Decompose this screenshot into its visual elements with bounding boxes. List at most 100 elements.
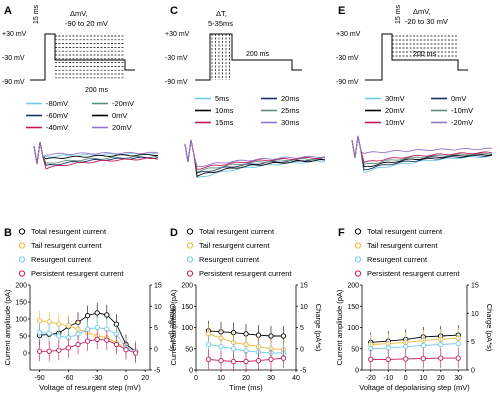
c-traces: [184, 139, 326, 179]
current-trace: [33, 141, 159, 166]
panel-a: A +30 mV -30 mV -90 mV 15 ms ΔmV, -90 to…: [2, 4, 159, 170]
y-tick-label: 50: [19, 334, 27, 341]
y2-tick-label: -5: [300, 368, 306, 375]
x-tick-label: 0: [194, 375, 198, 382]
series-line: [370, 357, 459, 360]
y-tick-label: 0: [189, 368, 193, 375]
legend-label: -60mV: [46, 111, 68, 120]
y-tick-label: 0: [355, 368, 359, 375]
legend-label: 20mV: [112, 123, 132, 132]
y2-tick-label: 0: [471, 368, 475, 375]
current-trace: [351, 135, 493, 159]
x-tick-label: 20: [437, 375, 445, 382]
y-axis-label: Current amplitude (pA): [3, 289, 12, 365]
c-legend: 5ms 20ms 10ms 25ms 15ms 30ms: [195, 94, 300, 127]
data-point: [420, 342, 426, 348]
panel-f: F Total resurgent current Tail resurgent …: [335, 227, 494, 392]
data-point: [280, 333, 287, 339]
x-tick-label: 10: [419, 375, 427, 382]
legend-label: 0mV: [112, 111, 127, 120]
x-tick-label: -30: [92, 375, 102, 382]
f-legend: Total resurgent current Tail resurgent cu…: [354, 227, 460, 278]
y2-tick-label: 10: [300, 304, 308, 311]
data-point: [36, 329, 43, 336]
legend-label: -20mV: [451, 118, 473, 127]
current-trace: [184, 139, 326, 179]
legend-label: Persistent resurgent current: [367, 269, 460, 278]
panel-letter-b: B: [4, 227, 12, 239]
series-line: [370, 337, 459, 345]
legend-label: -80mV: [46, 99, 68, 108]
data-point: [94, 336, 100, 343]
series-line: [370, 334, 459, 343]
x-axis-label: Voltage of depolarising step (mV): [359, 383, 470, 392]
data-point: [46, 348, 52, 354]
a-legend: -80mV -20mV -60mV 0mV -40mV 20mV: [26, 99, 134, 132]
e-legend: 30mV 0mV 20mV -10mV 10mV -20mV: [365, 94, 473, 127]
data-point: [438, 355, 444, 361]
legend-marker: [18, 242, 26, 249]
x-tick-label: 40: [292, 375, 300, 382]
current-trace: [33, 141, 159, 165]
current-trace: [351, 135, 493, 171]
data-point: [205, 341, 212, 348]
panel-letter-d: D: [170, 227, 178, 239]
data-point: [368, 356, 374, 363]
data-point: [56, 347, 62, 353]
legend-label: 25ms: [281, 106, 300, 115]
b-plot: 0 50 100 150 200 -5 0 5 10 15 -90 -60 -30 0 20Voltage …: [3, 283, 177, 393]
y-tick-label: 200: [181, 283, 193, 290]
x-tick-label: -10: [383, 375, 393, 382]
e-range-label: -20 to 30 mV: [405, 17, 448, 26]
current-trace: [184, 139, 326, 173]
panel-letter-f: F: [338, 227, 345, 239]
legend-label: -40mV: [46, 123, 68, 132]
data-point: [218, 357, 224, 364]
y-tick-label: 150: [181, 304, 193, 311]
data-point: [403, 343, 409, 350]
legend-label: Tail resurgent current: [31, 241, 102, 250]
data-point: [46, 330, 52, 336]
x-tick-label: -90: [35, 375, 45, 382]
b-legend: Total resurgent current Tail resurgent cu…: [18, 227, 124, 278]
a-range-label: -90 to 20 mV: [65, 19, 108, 28]
legend-label: 5ms: [215, 94, 229, 103]
panel-c: C +30 mV -30 mV -90 mV ΔT, 5-35ms 200 ms…: [165, 5, 326, 179]
panel-letter-a: A: [4, 5, 12, 17]
y-tick-label: 50: [351, 346, 359, 353]
legend-label: Resurgent current: [199, 255, 260, 264]
data-point: [65, 345, 72, 351]
legend-label: Total resurgent current: [199, 227, 275, 236]
legend-marker: [354, 228, 362, 235]
y2-tick-label: 5: [300, 325, 304, 332]
data-point: [104, 337, 110, 343]
data-point: [94, 324, 100, 331]
a-protocol-line: [30, 33, 135, 81]
legend-marker: [354, 270, 362, 277]
x-axis-label: Voltage of resurgent step (mV): [39, 383, 141, 392]
data-point: [36, 318, 43, 324]
y2-tick-label: 10: [471, 311, 479, 318]
legend-marker: [186, 228, 194, 235]
current-trace: [351, 135, 493, 163]
y-tick-label: 150: [347, 304, 359, 311]
legend-label: -20mV: [112, 99, 134, 108]
data-point: [280, 355, 287, 361]
current-trace: [184, 139, 326, 178]
legend-label: 30ms: [281, 118, 300, 127]
data-point: [104, 312, 110, 318]
legend-label: Tail resurgent current: [199, 241, 270, 250]
y2-tick-label: 5: [154, 325, 158, 332]
data-point: [268, 356, 274, 363]
y2-tick-label: 15: [300, 283, 308, 290]
e-delta-label: ΔmV,: [413, 7, 431, 16]
legend-label: Persistent resurgent current: [199, 269, 292, 278]
panel-d: D Total resurgent current Tail resurgent …: [169, 227, 323, 392]
legend-label: Total resurgent current: [367, 227, 443, 236]
current-trace: [33, 141, 159, 165]
data-point: [268, 333, 274, 339]
y-tick-label: 100: [15, 317, 27, 324]
x-tick-label: 0: [124, 375, 128, 382]
data-point: [403, 356, 409, 362]
data-point: [56, 321, 62, 327]
